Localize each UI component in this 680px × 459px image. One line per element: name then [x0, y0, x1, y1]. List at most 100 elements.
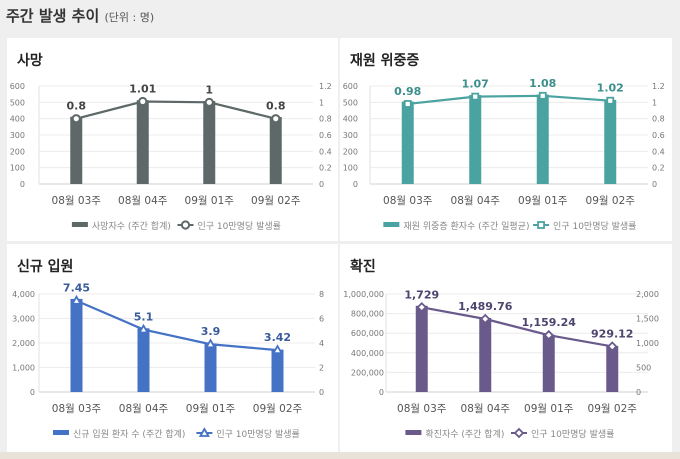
line-point-marker	[537, 221, 545, 229]
bar	[271, 349, 284, 392]
line-point-marker	[271, 344, 284, 355]
right-axis-tick-label: 0	[319, 180, 324, 189]
data-label: 0.98	[394, 85, 421, 98]
right-axis-tick-label: 1	[319, 98, 324, 107]
data-label: 5.1	[134, 311, 154, 324]
data-label: 0.8	[266, 100, 286, 113]
line-point-marker	[606, 341, 618, 352]
right-axis-tick-label: 0.8	[652, 115, 665, 124]
right-axis-tick-label: 0.4	[319, 147, 332, 156]
right-axis-tick-label: 0	[636, 388, 641, 397]
line-point-marker	[198, 427, 210, 437]
left-axis-tick-label: 0	[353, 180, 358, 189]
right-axis-tick-label: 2	[319, 364, 324, 373]
chart-panel-deaths: 사망 0 100 200 300 400 500 600 0 0.2 0.4 0.6 0.8 1 1.2 08…	[7, 38, 338, 241]
legend: 신규 입원 환자 수 (주간 합계) 인구 10만명당 발생률	[53, 427, 300, 440]
data-label: 929.12	[591, 327, 633, 340]
x-axis-tick-label: 08월 03주	[383, 195, 433, 207]
series-line	[407, 94, 611, 106]
legend: 확진자수 (주간 합계) 인구 10만명당 발생률	[405, 427, 614, 440]
legend-line-label: 인구 10만명당 발생률	[531, 429, 614, 440]
data-label: 1	[205, 83, 213, 96]
data-label: 0.8	[67, 100, 87, 113]
right-axis-tick-label: 6	[319, 315, 324, 324]
data-label: 1,159.24	[522, 316, 577, 329]
line-point-marker	[513, 427, 525, 439]
line-point-marker	[271, 114, 281, 124]
line-point-marker	[479, 313, 491, 325]
left-axis-tick-label: 400	[10, 115, 25, 124]
data-label: 1.08	[529, 77, 556, 90]
left-axis-tick-label: 1,000,000	[343, 290, 384, 299]
data-label: 1,729	[404, 288, 439, 301]
chart-panel-admissions: 신규 입원 0 1,000 2,000 3,000 4,000 0 2 4 6 8 08월 03주 08…	[7, 244, 338, 452]
chart-title: 재원 위중증	[350, 53, 420, 69]
bar	[70, 116, 83, 184]
legend-bar-swatch	[383, 222, 400, 227]
right-axis-tick-label: 0	[319, 388, 324, 397]
bar	[137, 328, 150, 392]
left-axis-tick-label: 300	[10, 131, 25, 140]
data-label: 3.42	[264, 331, 291, 344]
right-axis-tick-label: 8	[319, 290, 324, 299]
series-line	[75, 100, 277, 120]
x-axis-tick-label: 09월 01주	[185, 195, 235, 207]
line-point-marker	[70, 294, 83, 305]
chart-title: 사망	[17, 53, 43, 69]
x-axis-tick-label: 08월 03주	[52, 195, 102, 207]
legend-bar-label: 신규 입원 환자 수 (주간 합계)	[73, 428, 185, 440]
line-point-marker	[204, 97, 214, 107]
bar	[469, 94, 482, 184]
left-axis-tick-label: 0	[20, 180, 25, 189]
left-axis-tick-label: 200	[10, 147, 25, 156]
right-axis-tick-label: 2,000	[636, 290, 659, 299]
line-point-marker	[403, 100, 412, 108]
x-axis-tick-label: 09월 01주	[186, 403, 236, 415]
legend: 재원 위중증 환자수 (주간 일평균) 인구 10만명당 발생률	[383, 220, 636, 232]
left-axis-tick-label: 2,000	[12, 339, 35, 348]
left-axis-tick-label: 500	[10, 98, 25, 107]
x-axis-tick-label: 09월 02주	[251, 195, 301, 207]
series-line	[76, 299, 278, 352]
line-point-marker	[71, 114, 81, 124]
legend-bar-swatch	[405, 430, 422, 435]
unit-label: (단위 : 명)	[104, 11, 155, 24]
left-axis-tick-label: 400,000	[351, 349, 384, 358]
line-point-marker	[543, 329, 555, 341]
chart-panel-confirmed: 확진 0 200,000 400,000 600,000 800,000 1,000,000…	[340, 244, 672, 452]
left-axis-tick-label: 400	[343, 115, 358, 124]
combo-chart: 0 1,000 2,000 3,000 4,000 0 2 4 6 8 08월 03주 08월 04주…	[12, 282, 324, 440]
bar	[269, 117, 282, 184]
legend-bar-label: 사망자수 (주간 합계)	[92, 220, 171, 232]
right-axis-tick-label: 1	[652, 98, 657, 107]
line-point-marker	[137, 323, 150, 334]
left-axis-tick-label: 100	[343, 164, 358, 173]
legend-line-label: 인구 10만명당 발생률	[198, 221, 281, 232]
bar	[479, 318, 492, 392]
right-axis-tick-label: 0.2	[319, 164, 332, 173]
data-label: 1.02	[597, 82, 624, 95]
x-axis-tick-label: 08월 03주	[52, 403, 102, 415]
line-point-marker	[204, 338, 217, 349]
line-point-marker	[471, 92, 480, 101]
x-axis-tick-label: 08월 04주	[461, 403, 511, 415]
bar	[204, 343, 217, 392]
data-label: 1,489.76	[458, 300, 513, 313]
bar	[415, 305, 428, 392]
left-axis-tick-label: 800,000	[351, 310, 384, 319]
legend-bar-label: 재원 위중증 환자수 (주간 일평균)	[403, 220, 529, 232]
right-axis-tick-label: 4	[319, 339, 324, 348]
line-point-marker	[138, 96, 148, 107]
right-axis-tick-label: 0	[652, 180, 657, 189]
bar	[136, 100, 149, 184]
legend-bar-swatch	[71, 222, 88, 227]
line-point-marker	[180, 220, 191, 230]
legend: 사망자수 (주간 합계) 인구 10만명당 발생률	[71, 220, 281, 232]
legend-line-label: 인구 10만명당 발생률	[553, 221, 636, 232]
right-axis-tick-label: 1.2	[319, 82, 332, 91]
combo-chart: 0 100 200 300 400 500 600 0 0.2 0.4 0.6 0.8 1 1.2 08월 …	[343, 77, 665, 232]
series-line	[421, 306, 613, 348]
chart-title: 확진	[350, 259, 376, 275]
bar	[606, 345, 619, 392]
left-axis-tick-label: 200,000	[351, 368, 384, 377]
